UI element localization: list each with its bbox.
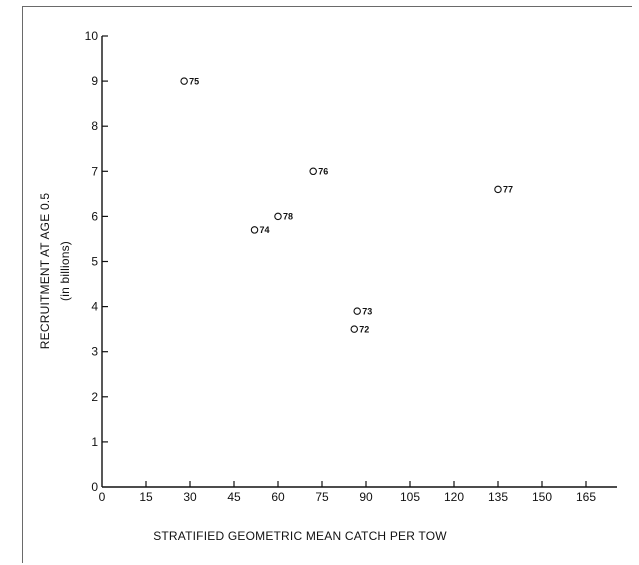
y-tick-label: 5 (91, 255, 98, 269)
data-point (494, 185, 502, 194)
data-point-label: 73 (362, 306, 372, 316)
axes (101, 36, 617, 488)
data-point (180, 77, 188, 85)
data-points: 75 74 78 76 72 73 77 (180, 76, 513, 334)
x-tick-label: 0 (99, 490, 106, 504)
y-tick-label: 7 (91, 164, 98, 178)
y-tick-label: 1 (91, 435, 98, 449)
x-tick-label: 60 (271, 490, 285, 504)
y-tick-label: 4 (91, 300, 98, 314)
data-point-label: 78 (283, 212, 293, 222)
y-tick-label: 9 (91, 74, 98, 88)
x-tick-label: 120 (444, 490, 464, 504)
y-axis-subtitle-group: (in billions) (58, 241, 72, 301)
y-axis-title: RECRUITMENT AT AGE 0.5 (38, 193, 52, 350)
frame-left-border (22, 6, 23, 563)
y-axis-subtitle: (in billions) (58, 241, 72, 301)
x-tick-label: 135 (488, 490, 508, 504)
data-point (353, 307, 361, 315)
x-axis-ticks: 0 15 30 45 60 75 90 105 120 135 150 165 (99, 481, 596, 504)
data-point-label: 77 (503, 185, 513, 195)
data-point (250, 226, 259, 234)
y-tick-label: 6 (91, 209, 98, 223)
x-tick-label: 90 (359, 490, 373, 504)
y-axis-title-group: RECRUITMENT AT AGE 0.5 (38, 193, 52, 350)
x-tick-label: 105 (400, 490, 420, 504)
x-axis-title: STRATIFIED GEOMETRIC MEAN CATCH PER TOW (153, 529, 447, 543)
data-point-label: 74 (260, 225, 270, 235)
data-point (350, 325, 359, 333)
x-tick-label: 15 (139, 490, 153, 504)
y-tick-label: 10 (85, 29, 99, 43)
x-tick-label: 30 (183, 490, 197, 504)
x-tick-label: 45 (227, 490, 241, 504)
y-tick-label: 0 (91, 480, 98, 494)
data-point (309, 167, 317, 176)
data-point (274, 212, 282, 221)
x-tick-label: 75 (315, 490, 329, 504)
y-tick-label: 2 (91, 390, 98, 404)
y-axis-ticks: 0 1 2 3 4 5 6 7 8 9 10 (85, 29, 108, 494)
frame-top-border (22, 6, 632, 7)
data-point-label: 75 (189, 76, 199, 86)
y-tick-label: 8 (91, 119, 98, 133)
data-point-label: 72 (359, 324, 369, 334)
y-tick-label: 3 (91, 345, 98, 359)
x-tick-label: 165 (576, 490, 596, 504)
x-tick-label: 150 (532, 490, 552, 504)
data-point-label: 76 (318, 167, 328, 177)
